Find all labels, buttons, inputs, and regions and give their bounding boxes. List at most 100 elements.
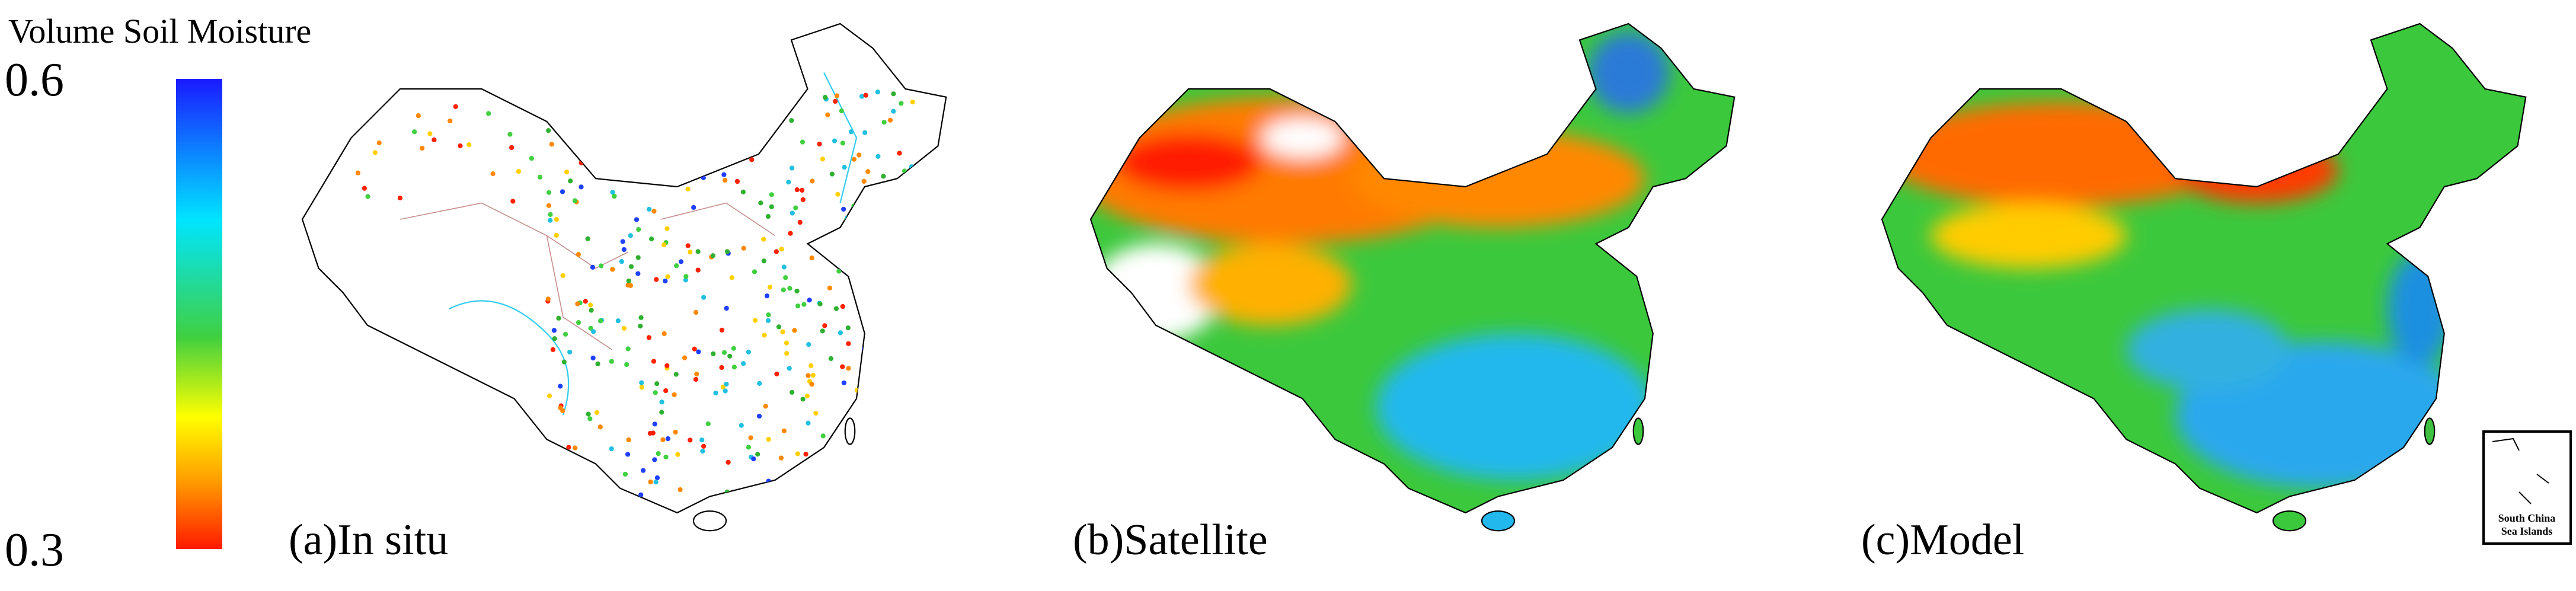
station-dot: [674, 263, 679, 269]
station-dot: [466, 142, 472, 148]
station-dot: [848, 469, 854, 474]
station-dot: [908, 477, 913, 483]
station-dot: [634, 217, 640, 222]
station-dot: [820, 328, 825, 334]
station-dot: [887, 430, 892, 436]
station-dot: [838, 235, 843, 241]
station-dot: [638, 492, 644, 497]
station-dot: [856, 247, 862, 253]
station-dot: [552, 336, 557, 341]
station-dot: [696, 349, 701, 354]
station-dot: [755, 452, 760, 457]
station-dot: [589, 308, 594, 313]
station-dot: [588, 302, 593, 308]
station-dot: [860, 251, 866, 256]
station-dot: [546, 190, 552, 195]
station-dot: [855, 290, 860, 295]
station-dot: [652, 421, 657, 427]
station-dot: [729, 275, 734, 280]
station-dot: [828, 356, 834, 362]
station-dot: [727, 353, 733, 359]
station-dot: [546, 393, 552, 398]
station-dot: [576, 118, 581, 123]
station-dot: [908, 361, 913, 366]
station-dot: [783, 275, 788, 280]
station-dot: [799, 187, 805, 193]
station-dot: [710, 253, 716, 258]
station-dot: [910, 324, 916, 330]
inset: South China Sea Islands: [2482, 430, 2572, 545]
station-dot: [808, 363, 814, 369]
station-dot: [891, 264, 897, 270]
station-dot: [675, 452, 680, 457]
station-dot: [516, 168, 522, 174]
station-dot: [740, 361, 746, 366]
station-dot: [609, 359, 614, 364]
station-dot: [841, 206, 846, 212]
station-dot: [567, 349, 573, 355]
station-dot: [695, 249, 701, 254]
station-dot: [546, 203, 552, 208]
station-dot: [841, 380, 847, 386]
station-dot: [827, 285, 833, 290]
station-dot: [665, 105, 670, 110]
station-dot: [855, 421, 861, 427]
station-dot: [545, 296, 551, 302]
station-dot: [875, 154, 881, 159]
station-dot: [705, 421, 711, 427]
station-dot: [909, 164, 914, 170]
station-dot: [626, 437, 631, 443]
station-dot: [560, 189, 565, 194]
station-dot: [883, 357, 888, 363]
station-dot: [458, 143, 463, 149]
station-dot: [734, 178, 740, 184]
station-dot: [724, 381, 729, 387]
station-dot: [896, 414, 901, 420]
station-dot: [795, 451, 800, 456]
station-dot: [788, 231, 793, 236]
station-dot: [875, 353, 881, 359]
station-dot: [693, 376, 699, 382]
station-dot: [741, 245, 746, 251]
station-dot: [901, 301, 906, 306]
station-dot: [889, 360, 894, 365]
station-dot: [854, 388, 860, 393]
station-dot: [685, 243, 691, 248]
station-dot: [643, 148, 648, 154]
station-dot: [774, 249, 779, 254]
station-dot: [711, 351, 716, 356]
station-dot: [875, 238, 881, 243]
station-dot: [835, 258, 840, 264]
station-dot: [854, 410, 859, 416]
station-dot: [659, 400, 664, 405]
map-in-situ: [301, 23, 947, 532]
station-dot: [910, 99, 915, 105]
station-dot: [794, 187, 800, 193]
station-dot: [810, 178, 815, 184]
station-dot: [622, 471, 628, 477]
station-dot: [846, 253, 851, 258]
station-dot: [871, 430, 876, 436]
station-dot: [361, 106, 367, 111]
station-dot: [769, 192, 774, 197]
station-dot: [800, 139, 806, 145]
station-dot: [793, 205, 798, 210]
station-dot: [453, 104, 458, 110]
station-dot: [765, 318, 771, 323]
station-dot: [810, 372, 816, 378]
station-dot: [688, 437, 693, 443]
station-dot: [673, 429, 678, 435]
station-dot: [833, 98, 838, 104]
station-dot: [590, 355, 596, 361]
station-dot: [372, 150, 378, 155]
station-dot: [546, 128, 551, 133]
station-dot: [597, 424, 603, 430]
station-dot: [432, 137, 437, 143]
station-dot: [649, 237, 654, 242]
station-dot: [628, 97, 634, 103]
station-dot: [893, 337, 899, 342]
station-dot: [490, 171, 496, 177]
station-dot: [639, 380, 644, 385]
station-dot: [585, 236, 590, 241]
station-dot: [804, 393, 810, 399]
